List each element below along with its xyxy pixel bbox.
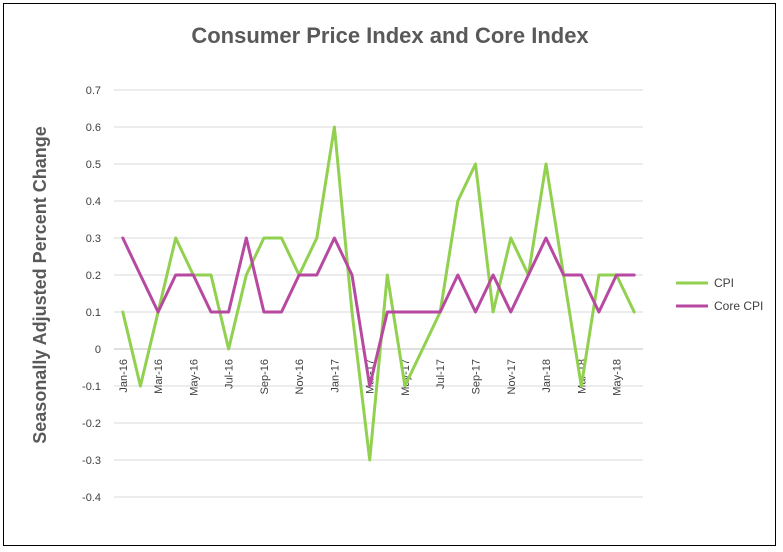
y-tick-label: -0.1 — [82, 381, 101, 393]
y-axis-label: Seasonally Adjusted Percent Change — [30, 126, 50, 443]
x-tick-label: May-18 — [612, 359, 624, 396]
x-tick-label: Sep-16 — [259, 359, 271, 394]
x-tick-label: Jul-16 — [224, 359, 236, 389]
x-tick-label: Jan-16 — [118, 359, 130, 393]
chart-title: Consumer Price Index and Core Index — [191, 23, 589, 48]
gridlines — [114, 89, 643, 498]
legend: CPI Core CPI — [676, 276, 763, 313]
x-tick-label: Nov-17 — [506, 359, 518, 394]
y-tick-label: 0.3 — [86, 233, 101, 245]
series-line-core-cpi — [121, 236, 636, 388]
y-tick-labels: 0.7 0.6 0.5 0.4 0.3 0.2 0.1 0 -0.1 -0.2 -0.3 -0.4 — [82, 85, 101, 504]
x-tick-label: Nov-16 — [294, 359, 306, 394]
legend-label: Core CPI — [714, 299, 763, 313]
x-tick-label: Sep-17 — [470, 359, 482, 394]
y-tick-label: -0.2 — [82, 418, 101, 430]
x-tick-label: Jan-17 — [329, 359, 341, 393]
y-tick-label: 0.1 — [86, 307, 101, 319]
x-tick-labels: Jan-16 Mar-16 May-16 Jul-16 Sep-16 Nov-16 Jan-… — [118, 359, 624, 396]
y-tick-label: -0.4 — [82, 492, 101, 504]
y-tick-label: -0.3 — [82, 455, 101, 467]
series-line-cpi — [121, 125, 636, 462]
y-tick-label: 0.5 — [86, 159, 101, 171]
x-tick-label: May-16 — [188, 359, 200, 396]
series-lines — [121, 125, 636, 462]
x-tick-label: Jul-17 — [435, 359, 447, 389]
y-tick-label: 0.4 — [86, 196, 101, 208]
x-tick-label: Mar-16 — [153, 359, 165, 394]
y-tick-label: 0.6 — [86, 122, 101, 134]
x-tick-label: Jan-18 — [541, 359, 553, 393]
y-tick-label: 0.2 — [86, 270, 101, 282]
y-tick-label: 0.7 — [86, 85, 101, 97]
legend-label: CPI — [714, 276, 734, 290]
y-tick-label: 0 — [95, 344, 101, 356]
